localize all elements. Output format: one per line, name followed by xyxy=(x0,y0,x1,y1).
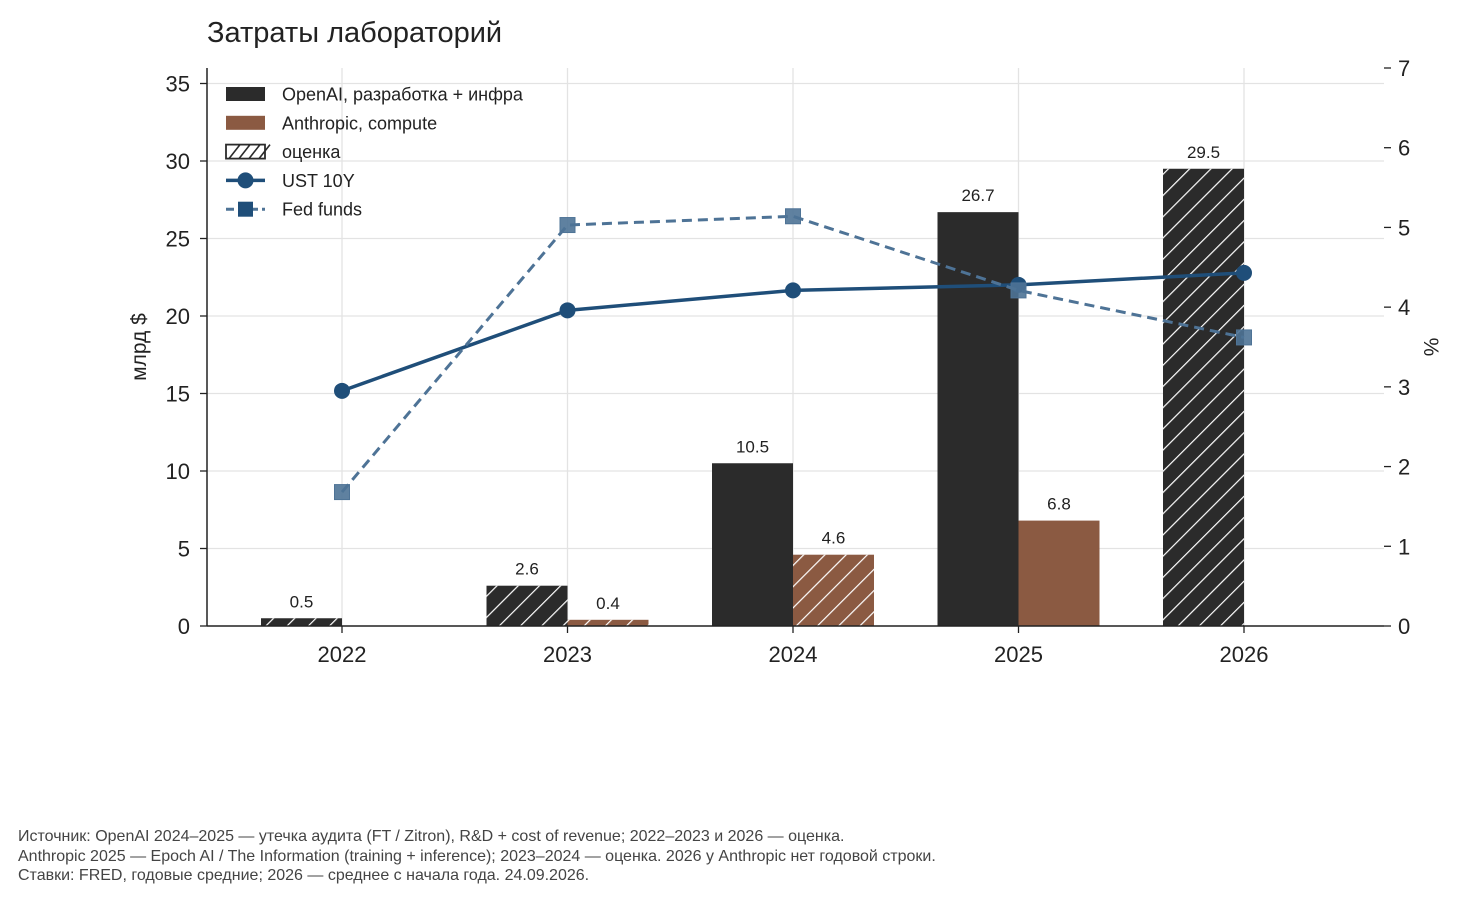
y-tick-label: 10 xyxy=(166,459,190,484)
legend-swatch xyxy=(226,115,265,130)
legend-label: оценка xyxy=(282,142,341,162)
legend-item: Fed funds xyxy=(226,200,362,220)
y-tick-label: 30 xyxy=(166,149,190,174)
legend-label: UST 10Y xyxy=(282,171,355,191)
line-point xyxy=(1236,264,1252,281)
bars xyxy=(261,168,1244,626)
legend-label: Anthropic, compute xyxy=(282,113,437,133)
line-point xyxy=(334,382,350,399)
chart: Затраты лабораторий 0.52.610.526.729.50.… xyxy=(128,17,1442,667)
y-tick-label: 5 xyxy=(178,537,190,562)
data-label: 2.6 xyxy=(515,560,539,579)
bar-labels: 0.5 2.6 10.5 26.7 29.5 0.4 4.6 6.8 xyxy=(290,143,1220,613)
x-tick-label: 2023 xyxy=(543,642,592,667)
y2-tick-label: 7 xyxy=(1398,56,1410,81)
y2-tick-label: 6 xyxy=(1398,136,1410,161)
data-label: 6.8 xyxy=(1047,495,1071,514)
line-point xyxy=(334,484,350,501)
series-line xyxy=(340,214,1245,494)
legend-label: OpenAI, разработка + инфра xyxy=(282,85,524,105)
legend-hatch-line xyxy=(258,144,271,160)
y-tick-label: 25 xyxy=(166,227,190,252)
y-tick-label: 0 xyxy=(178,614,190,639)
y-tick-label: 20 xyxy=(166,304,190,329)
line-point xyxy=(559,302,576,319)
chart-title: Затраты лабораторий xyxy=(207,17,502,49)
bar-hatch xyxy=(1163,168,1244,626)
y2-tick-label: 0 xyxy=(1398,614,1410,639)
legend-item: оценка xyxy=(225,142,341,162)
y2-tick-label: 5 xyxy=(1398,215,1410,240)
source-note-line: Источник: OpenAI 2024–2025 — утечка ауди… xyxy=(18,828,845,845)
legend-swatch xyxy=(226,87,265,101)
legend-hatch-line xyxy=(238,144,251,160)
data-label: 29.5 xyxy=(1187,143,1220,162)
line-point xyxy=(559,217,576,234)
x-tick-label: 2024 xyxy=(769,642,818,667)
x-tick-label: 2025 xyxy=(994,642,1043,667)
line-point xyxy=(785,282,801,299)
bar-hatch xyxy=(793,554,874,626)
line-point xyxy=(785,208,801,225)
source-note: Источник: OpenAI 2024–2025 — утечка ауди… xyxy=(18,827,1438,886)
bar-hatch xyxy=(261,618,342,626)
y2-tick-label: 2 xyxy=(1398,455,1410,480)
line-point xyxy=(1236,329,1252,346)
data-label: 26.7 xyxy=(961,186,994,205)
data-label: 10.5 xyxy=(736,437,769,456)
bar xyxy=(1018,520,1100,626)
y-tick-label: 15 xyxy=(166,382,190,407)
data-label: 4.6 xyxy=(822,529,846,548)
bar-hatch xyxy=(486,585,568,626)
y2-tick-label: 3 xyxy=(1398,375,1410,400)
y-axis-label: млрд $ xyxy=(128,313,151,381)
bar-hatch xyxy=(567,619,649,626)
x-tick-label: 2026 xyxy=(1220,642,1269,667)
legend-marker xyxy=(238,201,253,217)
x-tick-label: 2022 xyxy=(318,642,367,667)
y2-axis-label: % xyxy=(1419,338,1442,357)
legend-item: Anthropic, compute xyxy=(226,113,437,133)
line-point xyxy=(1010,282,1027,299)
legend-item: OpenAI, разработка + инфра xyxy=(226,85,524,105)
bar xyxy=(937,212,1019,626)
source-note-line: Anthropic 2025 — Epoch AI / The Informat… xyxy=(18,847,936,865)
legend-item: UST 10Y xyxy=(226,171,355,191)
bar xyxy=(712,463,793,626)
data-label: 0.4 xyxy=(596,594,620,613)
legend-hatch-line xyxy=(248,144,261,160)
y2-tick-label: 4 xyxy=(1398,295,1410,320)
source-note-line: Ставки: FRED, годовые средние; 2026 — ср… xyxy=(18,867,590,884)
lines xyxy=(334,208,1252,501)
legend-label: Fed funds xyxy=(282,200,362,220)
legend-marker xyxy=(237,172,254,189)
data-label: 0.5 xyxy=(290,592,314,611)
y-tick-label: 35 xyxy=(166,72,190,97)
legend: OpenAI, разработка + инфра Anthropic, com… xyxy=(225,85,524,220)
y2-tick-label: 1 xyxy=(1398,534,1410,559)
legend-hatch-line xyxy=(228,144,241,160)
